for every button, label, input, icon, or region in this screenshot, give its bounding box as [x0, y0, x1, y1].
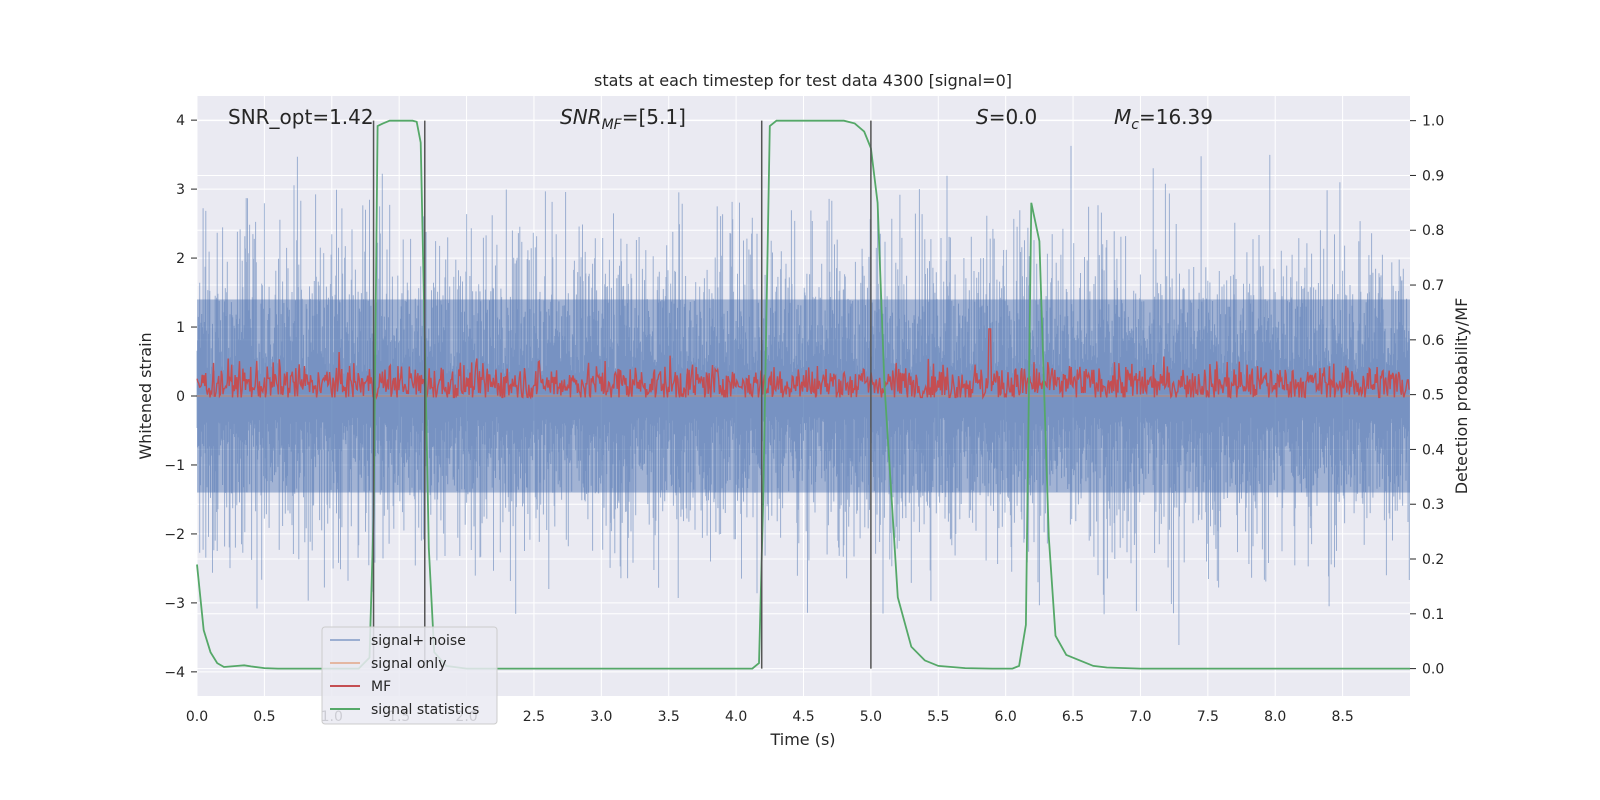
x-tick-label: 8.5 — [1331, 709, 1353, 725]
y-axis-title: Whitened strain — [136, 332, 155, 459]
x-tick-label: 3.5 — [658, 709, 680, 725]
plot-area — [196, 119, 1410, 670]
y2-tick-label: 0.7 — [1422, 278, 1444, 294]
y2-tick-label: 0.9 — [1422, 168, 1444, 184]
y2-tick-label: 0.0 — [1422, 662, 1444, 678]
chart-title: stats at each timestep for test data 430… — [594, 71, 1012, 90]
legend-label-mf: MF — [371, 679, 391, 695]
y2-tick-label: 0.1 — [1422, 607, 1444, 623]
y-tick-label: −3 — [164, 596, 185, 612]
annotation-mc-sub: c — [1131, 117, 1139, 133]
x-tick-label: 0.5 — [253, 709, 275, 725]
y-tick-label: −4 — [164, 665, 185, 681]
x-tick-label: 7.0 — [1129, 709, 1151, 725]
y-tick-label: 4 — [176, 113, 185, 129]
y2-tick-label: 0.4 — [1422, 442, 1444, 458]
annotation-snr-mf-sub: MF — [602, 117, 623, 133]
y-tick-label: 2 — [176, 251, 185, 267]
y2-tick-label: 0.5 — [1422, 388, 1444, 404]
y-tick-label: 3 — [176, 182, 185, 198]
y-tick-label: 1 — [176, 320, 185, 336]
x-tick-label: 4.5 — [792, 709, 814, 725]
y2-tick-label: 0.2 — [1422, 552, 1444, 568]
annotation-s-main: S — [976, 105, 989, 129]
vertical-markers — [372, 120, 872, 669]
x-tick-label: 6.5 — [1062, 709, 1084, 725]
x-tick-label: 3.0 — [590, 709, 612, 725]
series-mf — [196, 328, 1410, 400]
series-line-mf — [196, 328, 1410, 400]
y-tick-label: −2 — [164, 527, 185, 543]
x-tick-label: 5.5 — [927, 709, 949, 725]
annotation-snr-mf: SNRMF=[5.1] — [560, 105, 686, 133]
x-tick-label: 5.0 — [860, 709, 882, 725]
y2-axis-title: Detection probability/MF — [1452, 298, 1471, 495]
legend-box — [321, 626, 498, 725]
y2-tick-label: 0.6 — [1422, 333, 1444, 349]
annotation-snr-mf-main: SNR — [560, 105, 602, 129]
legend-label-signal-only: signal only — [371, 656, 446, 672]
x-tick-label: 0.0 — [186, 709, 208, 725]
annotation-snr-mf-value: =[5.1] — [622, 105, 686, 129]
y2-tick-label: 0.3 — [1422, 497, 1444, 513]
annotation-s: S=0.0 — [976, 105, 1037, 129]
y-tick-label: 0 — [176, 389, 185, 405]
x-tick-label: 6.0 — [995, 709, 1017, 725]
annotation-mc-value: =16.39 — [1139, 105, 1213, 129]
x-tick-label: 4.0 — [725, 709, 747, 725]
y2-tick-label: 0.8 — [1422, 223, 1444, 239]
x-tick-label: 7.5 — [1197, 709, 1219, 725]
annotation-mc-main: M — [1114, 105, 1131, 129]
legend: signal+ noise signal only MF signal stat… — [321, 626, 498, 725]
y-tick-label: −1 — [164, 458, 185, 474]
annotation-mc: Mc=16.39 — [1114, 105, 1213, 133]
y2-tick-label: 1.0 — [1422, 114, 1444, 130]
annotation-snr-opt: SNR_opt=1.42 — [228, 105, 374, 129]
legend-label-signal-statistics: signal statistics — [371, 702, 479, 718]
x-tick-label: 8.0 — [1264, 709, 1286, 725]
annotation-s-value: =0.0 — [989, 105, 1038, 129]
x-tick-label: 2.5 — [523, 709, 545, 725]
x-axis-title: Time (s) — [769, 730, 835, 749]
legend-label-signal-noise: signal+ noise — [371, 633, 466, 649]
